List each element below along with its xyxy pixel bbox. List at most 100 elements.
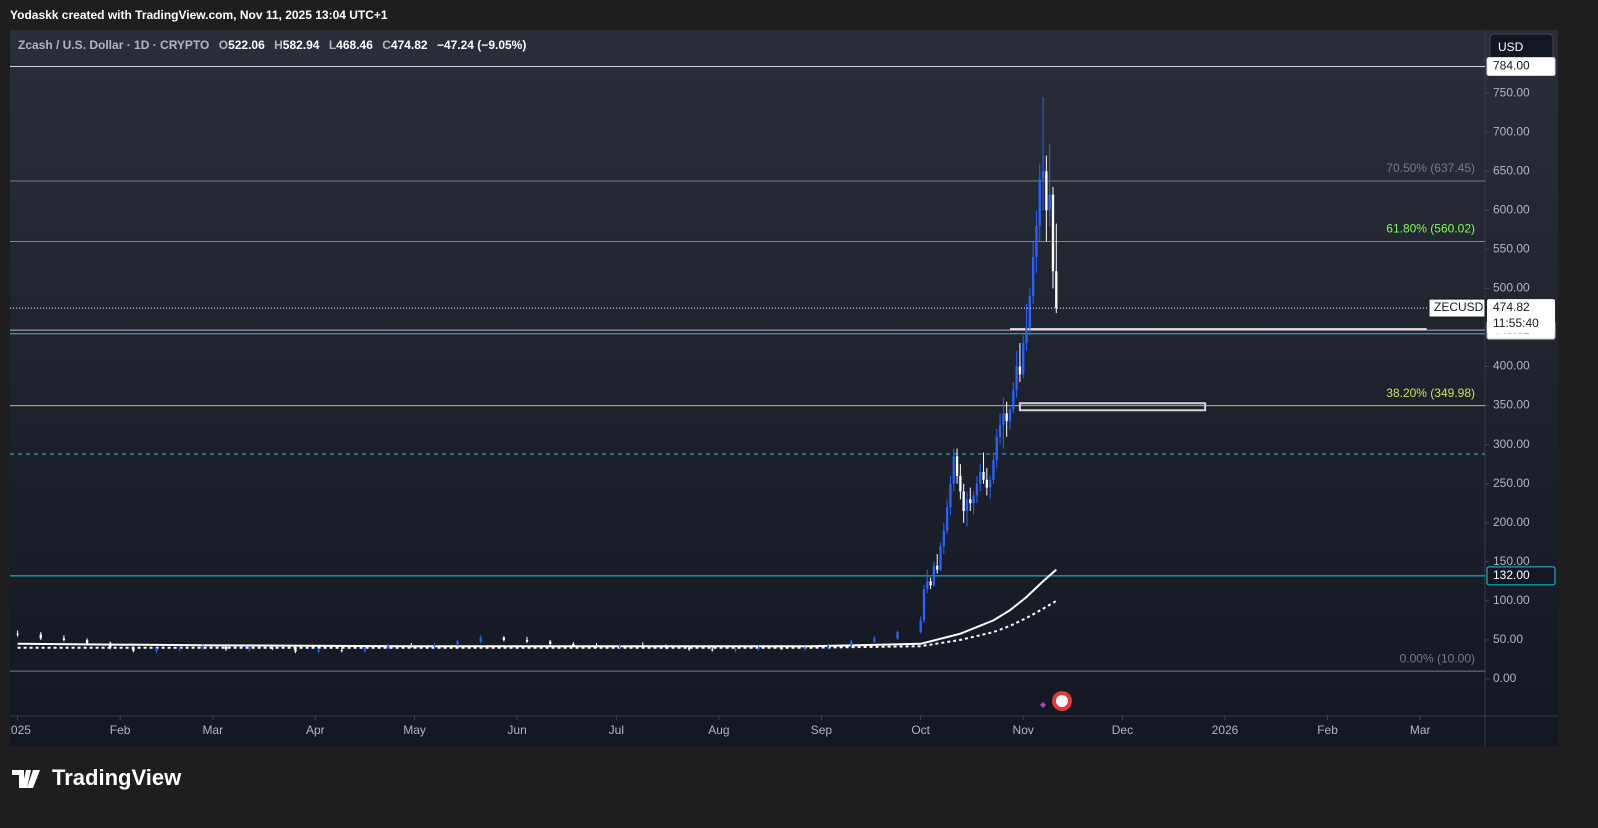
x-tick-label: Jul xyxy=(609,723,624,737)
candle-body xyxy=(949,483,952,508)
candle-body xyxy=(271,647,274,649)
candle-body xyxy=(945,507,949,531)
countdown-label: 11:55:40 xyxy=(1493,316,1539,330)
candle-body xyxy=(433,644,436,647)
candle-body xyxy=(939,546,942,570)
y-tick-label: 400.00 xyxy=(1493,359,1530,373)
y-tick-label: 650.00 xyxy=(1493,163,1530,177)
symbol-tag xyxy=(1428,298,1486,318)
candle-body xyxy=(734,649,737,651)
candle-body xyxy=(826,645,830,648)
candle-body xyxy=(850,641,853,646)
x-tick-label: Mar xyxy=(1410,723,1431,737)
candle-body xyxy=(201,646,205,648)
x-tick-label: Feb xyxy=(1317,723,1338,737)
x-tick-label: Nov xyxy=(1013,723,1034,737)
candle-body xyxy=(1028,296,1031,328)
candle-body xyxy=(919,620,922,633)
header-text: Yodaskk created with TradingView.com, No… xyxy=(10,8,388,22)
candle-body xyxy=(1025,327,1028,344)
candle-body xyxy=(988,479,992,488)
legend-value: 468.46 xyxy=(336,38,373,52)
candle-body xyxy=(982,471,985,480)
candle-body xyxy=(1012,389,1015,410)
y-tick-label: 250.00 xyxy=(1493,476,1530,490)
candle-body xyxy=(62,638,66,640)
x-tick-label: Jun xyxy=(507,723,526,737)
candle-body xyxy=(972,495,975,504)
candle-body xyxy=(926,581,929,590)
candle-body xyxy=(595,645,598,647)
legend: Zcash / U.S. Dollar · 1D · CRYPTO O522.0… xyxy=(18,38,526,52)
candle-body xyxy=(929,581,932,586)
candle-body xyxy=(1015,366,1018,390)
time-axis: 2025 Feb Mar Apr May Jun Jul Aug Sep Oct Nov Dec 202… xyxy=(4,716,1431,737)
price-tag xyxy=(1486,57,1556,77)
footer-logo xyxy=(12,770,40,788)
candle-body xyxy=(922,589,926,621)
x-tick-label: Mar xyxy=(202,723,223,737)
candle-body xyxy=(965,499,969,512)
legend-symbol: Zcash / U.S. Dollar · 1D · CRYPTO xyxy=(18,38,209,52)
price-tag-label: 132.00 xyxy=(1493,568,1530,582)
y-tick-label: 200.00 xyxy=(1493,515,1530,529)
y-tick-label: 0.00 xyxy=(1493,671,1517,685)
y-tick-label: 600.00 xyxy=(1493,202,1530,216)
candle-body xyxy=(549,641,552,644)
candle-body xyxy=(410,645,413,647)
y-tick-label: 550.00 xyxy=(1493,242,1530,256)
candle-body xyxy=(155,649,158,651)
legend-value: 474.82 xyxy=(391,38,428,52)
legend-value: 522.06 xyxy=(228,38,265,52)
x-tick-label: Oct xyxy=(911,723,930,737)
candle-body xyxy=(132,647,135,651)
candle-body xyxy=(896,632,899,639)
y-tick-label: 750.00 xyxy=(1493,85,1530,99)
x-tick-label: Aug xyxy=(708,723,729,737)
currency-label[interactable]: USD xyxy=(1498,40,1524,54)
price-tag-label: 784.00 xyxy=(1493,59,1530,73)
candle-body xyxy=(873,638,876,642)
y-tick-label: 150.00 xyxy=(1493,554,1530,568)
y-tick-label: 50.00 xyxy=(1493,632,1523,646)
candle-body xyxy=(109,643,112,648)
candle-body xyxy=(780,647,783,649)
candle-body xyxy=(456,641,459,645)
candle-body xyxy=(1022,343,1025,375)
x-tick-label: Dec xyxy=(1112,723,1133,737)
candle-body xyxy=(224,646,228,650)
chart-panel xyxy=(10,30,1558,746)
candle-body xyxy=(572,643,575,646)
candle-body xyxy=(85,639,89,644)
y-tick-label: 500.00 xyxy=(1493,281,1530,295)
candle-body xyxy=(1045,171,1048,211)
candle-body xyxy=(363,647,367,651)
candle-body xyxy=(386,645,390,648)
legend-key: L xyxy=(329,38,336,52)
x-tick-label: Sep xyxy=(811,723,833,737)
x-tick-label: Apr xyxy=(306,723,325,737)
x-tick-label: 2026 xyxy=(1212,723,1239,737)
candle-body xyxy=(618,645,621,647)
x-tick-label: 2025 xyxy=(4,723,31,737)
candle-body xyxy=(962,491,965,512)
candle-body xyxy=(1031,257,1035,297)
candle-body xyxy=(479,637,482,642)
candle-body xyxy=(803,647,807,649)
plot-area: 70.50% (637.45) 61.80% (560.02) 38.20% (34… xyxy=(10,66,1485,672)
y-tick-label: 700.00 xyxy=(1493,124,1530,138)
legend-change: −47.24 (−9.05%) xyxy=(437,38,526,52)
candle-body xyxy=(525,639,529,642)
candle-body xyxy=(975,483,979,496)
y-tick-label: 350.00 xyxy=(1493,398,1530,412)
footer-brand: TradingView xyxy=(52,765,182,790)
legend-key: H xyxy=(274,38,283,52)
candle-body xyxy=(1018,366,1022,375)
candle-body xyxy=(1035,225,1038,258)
moving-average xyxy=(17,568,1057,648)
candle-body xyxy=(1002,413,1005,426)
candle-body xyxy=(955,456,959,476)
candle-body xyxy=(1005,413,1008,422)
